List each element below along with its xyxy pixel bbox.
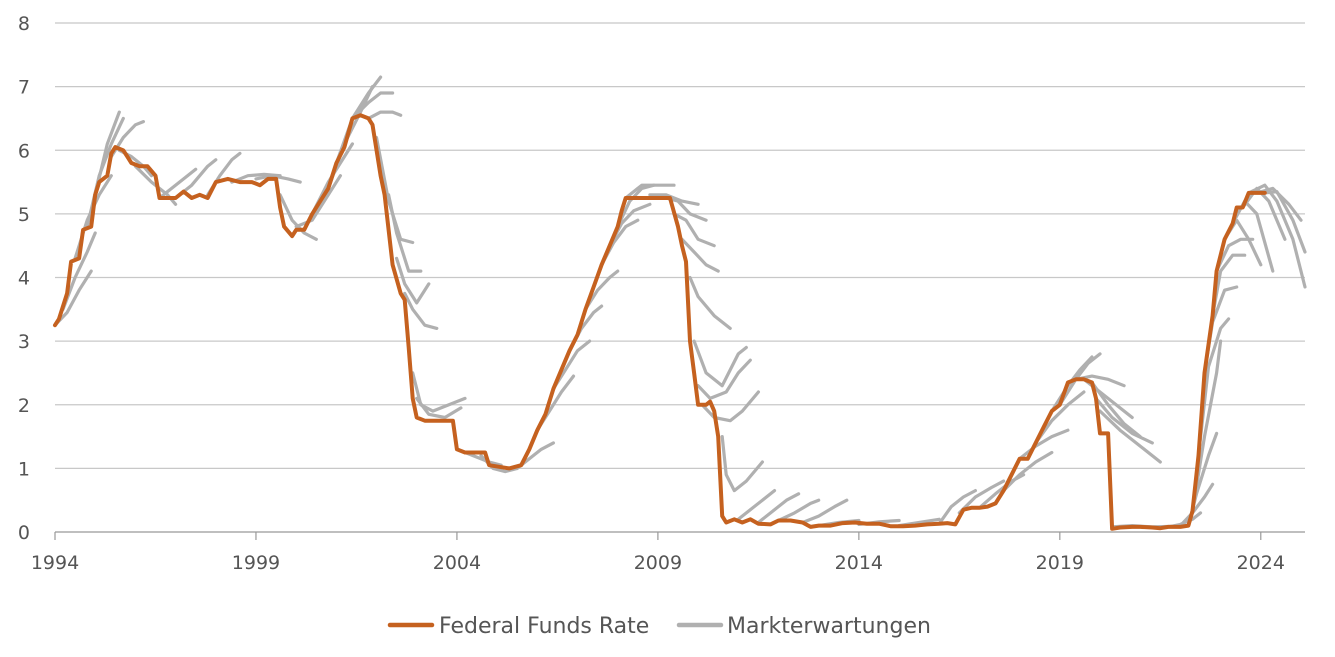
expectation-curve: [700, 390, 760, 423]
expectation-curve: [688, 275, 732, 330]
expectation-curve: [937, 489, 977, 526]
y-tick-label: 5: [18, 204, 30, 226]
expectation-curve: [350, 91, 395, 120]
expectation-curve: [1231, 199, 1275, 273]
x-tick-label: 1994: [31, 552, 79, 574]
x-tick-label: 2004: [433, 552, 481, 574]
x-tick-label: 2019: [1036, 552, 1084, 574]
y-tick-label: 4: [18, 268, 30, 290]
expectation-curve: [1098, 409, 1162, 464]
y-tick-label: 6: [18, 140, 30, 162]
expectation-curves: [53, 75, 1307, 529]
x-tick-label: 2024: [1237, 552, 1285, 574]
legend-label-fed: Federal Funds Rate: [439, 614, 649, 639]
y-tick-label: 3: [18, 331, 30, 353]
x-tick-label: 2009: [634, 552, 682, 574]
expectation-curve: [387, 193, 423, 273]
y-tick-label: 8: [18, 13, 30, 35]
expectation-curve: [415, 396, 463, 420]
expectation-curve: [736, 489, 777, 521]
expectation-curve: [157, 167, 198, 200]
expectation-curve: [395, 256, 431, 305]
expectation-curve: [672, 212, 716, 248]
expectation-curve: [1178, 482, 1215, 528]
expectation-curve: [583, 269, 620, 311]
expectation-curve: [366, 110, 403, 120]
expectation-curve: [1094, 396, 1154, 445]
expectation-curve: [1034, 390, 1086, 445]
expectation-curve: [680, 237, 720, 273]
expectation-curve: [1215, 237, 1255, 273]
expectation-curve: [1263, 190, 1307, 254]
expectation-curve: [776, 498, 821, 523]
expectation-curve: [1058, 352, 1102, 407]
expectation-curve: [648, 193, 700, 206]
x-tick-label: 1999: [232, 552, 280, 574]
expectation-curve: [93, 110, 121, 197]
y-tick-label: 2: [18, 395, 30, 417]
y-tick-label: 0: [18, 522, 30, 544]
expectation-curve: [403, 291, 439, 330]
expectation-curve: [692, 339, 748, 388]
axes: 0 1 2 3 4 5 6 7 8 1994 1999 2004 2009 2014 2019 2024: [18, 13, 1305, 574]
expectation-curve: [294, 174, 342, 229]
fed-funds-series: [53, 113, 1267, 531]
expectation-curve: [957, 479, 1006, 515]
expectation-curve: [109, 120, 145, 159]
expectation-curve: [1090, 380, 1142, 439]
expectation-curve: [411, 371, 467, 413]
x-tick-label: 2014: [835, 552, 883, 574]
expectation-curve: [1050, 355, 1094, 413]
expectation-curve: [624, 183, 676, 200]
expectation-curve: [254, 174, 302, 184]
y-tick-label: 7: [18, 77, 30, 99]
gridlines: [55, 22, 1305, 469]
fed-funds-line: [53, 113, 1267, 531]
expectation-curve: [696, 358, 752, 400]
expectation-curve: [720, 435, 764, 493]
legend: Federal Funds Rate Markterwartungen: [387, 614, 931, 639]
y-tick-label: 1: [18, 458, 30, 480]
expectation-curve: [756, 492, 801, 525]
expectation-curve: [1247, 183, 1307, 289]
legend-label-expectations: Markterwartungen: [727, 614, 931, 639]
expectation-curve: [1002, 450, 1054, 493]
expectation-curve: [801, 498, 849, 525]
expectation-curve: [1018, 428, 1070, 461]
